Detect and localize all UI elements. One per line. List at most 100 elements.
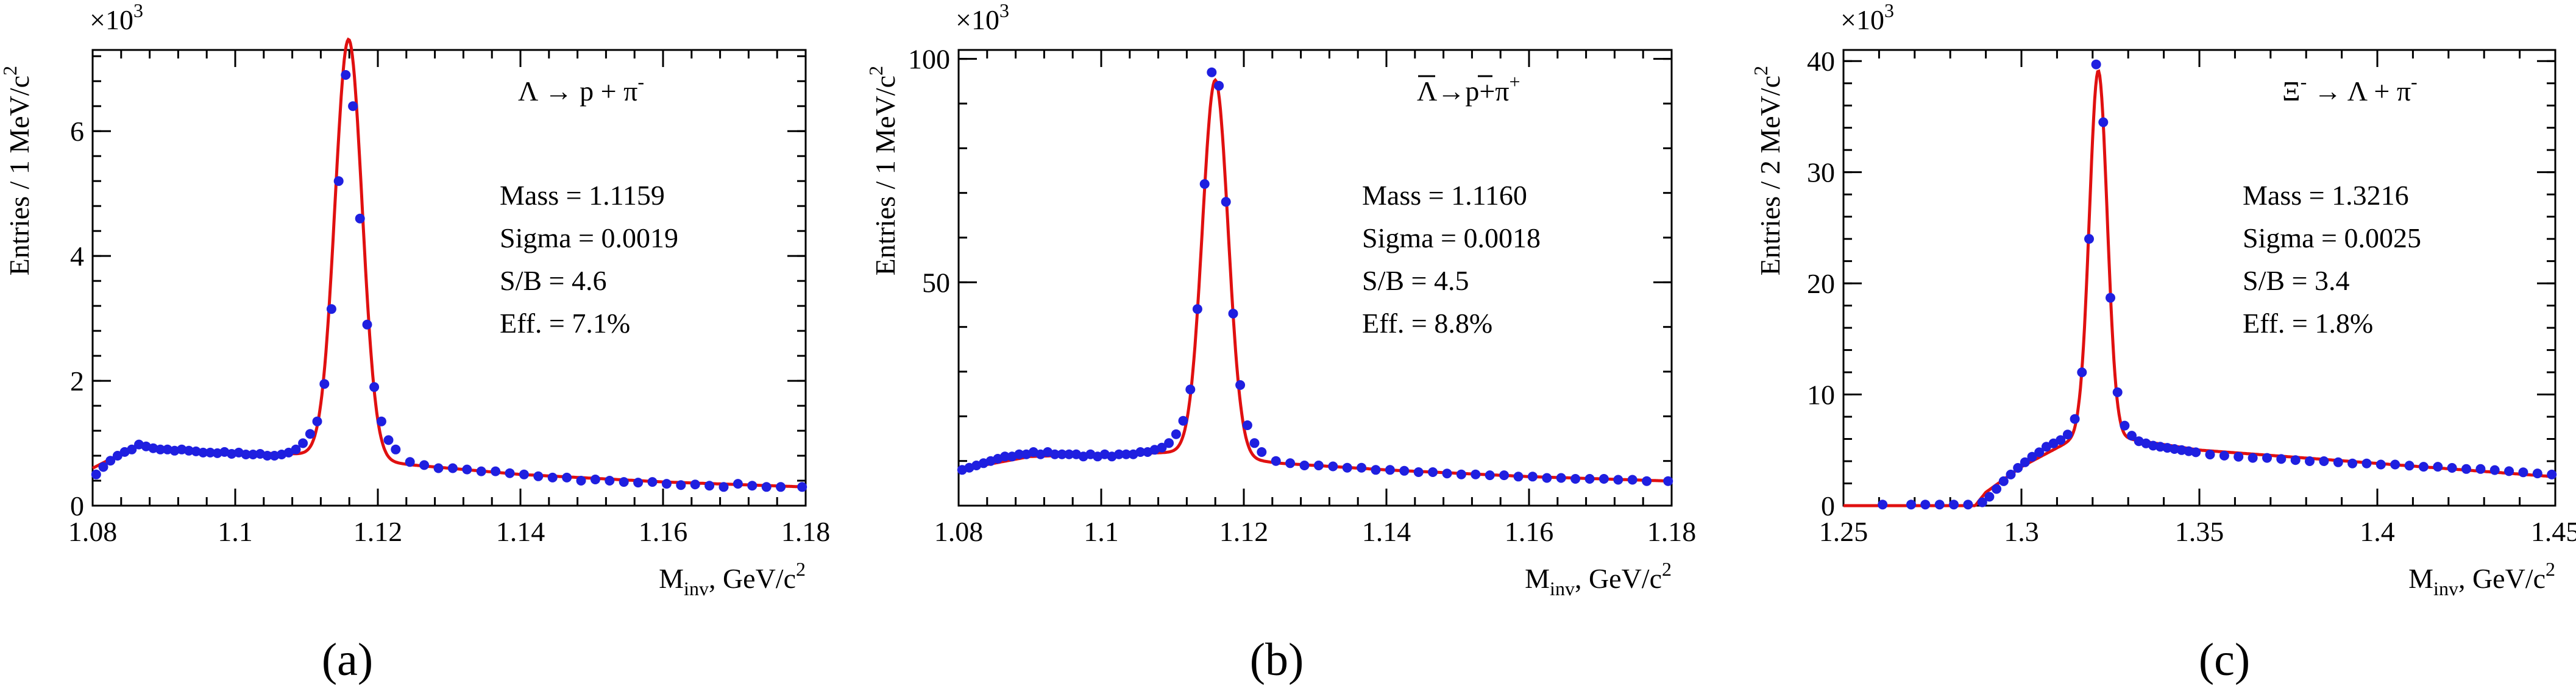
data-point bbox=[1178, 415, 1188, 426]
data-point bbox=[2305, 456, 2315, 466]
data-point bbox=[2276, 454, 2287, 464]
data-point bbox=[2176, 445, 2187, 455]
data-point bbox=[2319, 456, 2329, 466]
data-point bbox=[1235, 380, 1246, 390]
data-point bbox=[1064, 449, 1074, 459]
x-tick-label: 1.1 bbox=[1084, 516, 1119, 547]
data-point bbox=[362, 319, 372, 330]
data-point bbox=[2191, 447, 2201, 458]
stat-line: S/B = 3.4 bbox=[2243, 265, 2350, 296]
data-point bbox=[1613, 475, 1623, 485]
x-tick-label: 1.12 bbox=[1219, 516, 1269, 547]
data-point bbox=[205, 447, 215, 458]
x-tick-label: 1.18 bbox=[1647, 516, 1697, 547]
stat-line: S/B = 4.6 bbox=[500, 265, 607, 296]
data-point bbox=[2376, 459, 2386, 470]
data-point bbox=[269, 451, 280, 461]
y-axis-title: Entries / 2 MeV/c2 bbox=[1750, 66, 1786, 275]
data-point bbox=[341, 70, 351, 80]
stat-line: Sigma = 0.0025 bbox=[2243, 222, 2421, 253]
data-point bbox=[419, 460, 430, 470]
y-tick-label: 4 bbox=[70, 241, 84, 272]
data-point bbox=[248, 450, 258, 459]
data-point bbox=[2518, 467, 2528, 478]
y-multiplier: ×103 bbox=[90, 0, 143, 35]
data-point bbox=[1257, 447, 1267, 457]
y-tick-label: 20 bbox=[1807, 268, 1835, 299]
data-point bbox=[1934, 500, 1945, 510]
data-point bbox=[2056, 435, 2066, 445]
data-point bbox=[797, 482, 807, 492]
data-point bbox=[319, 379, 330, 389]
data-point bbox=[2120, 420, 2130, 431]
data-point bbox=[2112, 387, 2123, 397]
data-point bbox=[2205, 450, 2215, 460]
stat-line: Mass = 1.1159 bbox=[500, 180, 665, 211]
data-point bbox=[2127, 431, 2137, 441]
data-point bbox=[676, 480, 686, 490]
x-tick-label: 1.12 bbox=[353, 516, 403, 547]
data-point bbox=[1000, 451, 1010, 462]
data-point bbox=[2062, 430, 2073, 440]
data-point bbox=[2262, 453, 2272, 463]
data-point bbox=[505, 468, 515, 478]
data-point bbox=[1556, 473, 1566, 483]
x-tick-label: 1.1 bbox=[218, 516, 253, 547]
data-point bbox=[1413, 467, 1424, 477]
data-point bbox=[355, 213, 365, 224]
data-point bbox=[1114, 449, 1124, 459]
stat-line: S/B = 4.5 bbox=[1362, 265, 1469, 296]
data-point bbox=[2091, 59, 2101, 69]
data-point bbox=[2106, 292, 2115, 303]
y-multiplier: ×103 bbox=[956, 0, 1009, 35]
data-point bbox=[590, 475, 600, 484]
data-point bbox=[2433, 462, 2443, 472]
data-point bbox=[2098, 117, 2109, 127]
data-point bbox=[1357, 462, 1367, 473]
data-point bbox=[1642, 476, 1652, 486]
data-point bbox=[690, 479, 700, 490]
fit-curve bbox=[958, 77, 1672, 483]
data-point bbox=[1499, 470, 1510, 481]
data-point bbox=[105, 456, 116, 466]
data-point bbox=[633, 478, 644, 488]
x-tick-label: 1.18 bbox=[781, 516, 831, 547]
data-point bbox=[1221, 197, 1231, 207]
x-tick-label: 1.08 bbox=[934, 516, 984, 547]
chart-svg-b: 1.08 1.1 1.12 1.14 1.16 1.18 50 100×103 Entries … bbox=[865, 0, 1697, 599]
data-point bbox=[298, 438, 308, 448]
data-point bbox=[1249, 438, 1260, 448]
data-point bbox=[462, 464, 472, 475]
data-point bbox=[2070, 414, 2080, 424]
x-tick-label: 1.14 bbox=[1362, 516, 1411, 547]
caption-c: (c) bbox=[2198, 634, 2251, 685]
data-point bbox=[1057, 449, 1067, 459]
data-point bbox=[2475, 464, 2486, 474]
stat-line: Mass = 1.3216 bbox=[2243, 180, 2409, 211]
data-point bbox=[605, 476, 615, 486]
data-point bbox=[619, 477, 629, 487]
x-tick-label: 1.3 bbox=[2004, 516, 2039, 547]
data-point bbox=[1920, 500, 1931, 510]
x-axis-title: Minv, GeV/c2 bbox=[659, 558, 806, 599]
chart-svg-c: 1.25 1.3 1.35 1.4 1.45 0 10 20 30 40×103 Entries /… bbox=[1750, 0, 2576, 599]
data-point bbox=[447, 463, 458, 473]
data-point bbox=[2333, 457, 2343, 467]
data-point bbox=[747, 481, 758, 491]
chart-panel-b: 1.08 1.1 1.12 1.14 1.16 1.18 50 100 ×103 Entries … bbox=[850, 0, 1697, 700]
data-point bbox=[348, 101, 358, 111]
data-point bbox=[2390, 459, 2400, 470]
x-tick-label: 1.16 bbox=[639, 516, 688, 547]
y-tick-label: 2 bbox=[70, 366, 84, 397]
data-point bbox=[1428, 467, 1438, 477]
data-point bbox=[2361, 458, 2372, 468]
data-point bbox=[1527, 472, 1538, 482]
data-point bbox=[2504, 466, 2514, 476]
data-point bbox=[98, 462, 108, 472]
data-point bbox=[761, 482, 772, 492]
data-point bbox=[2404, 461, 2415, 471]
data-point bbox=[1199, 179, 1210, 189]
plot-frame bbox=[91, 49, 807, 507]
stat-line: Eff. = 1.8% bbox=[2243, 308, 2373, 339]
data-point bbox=[305, 429, 315, 439]
